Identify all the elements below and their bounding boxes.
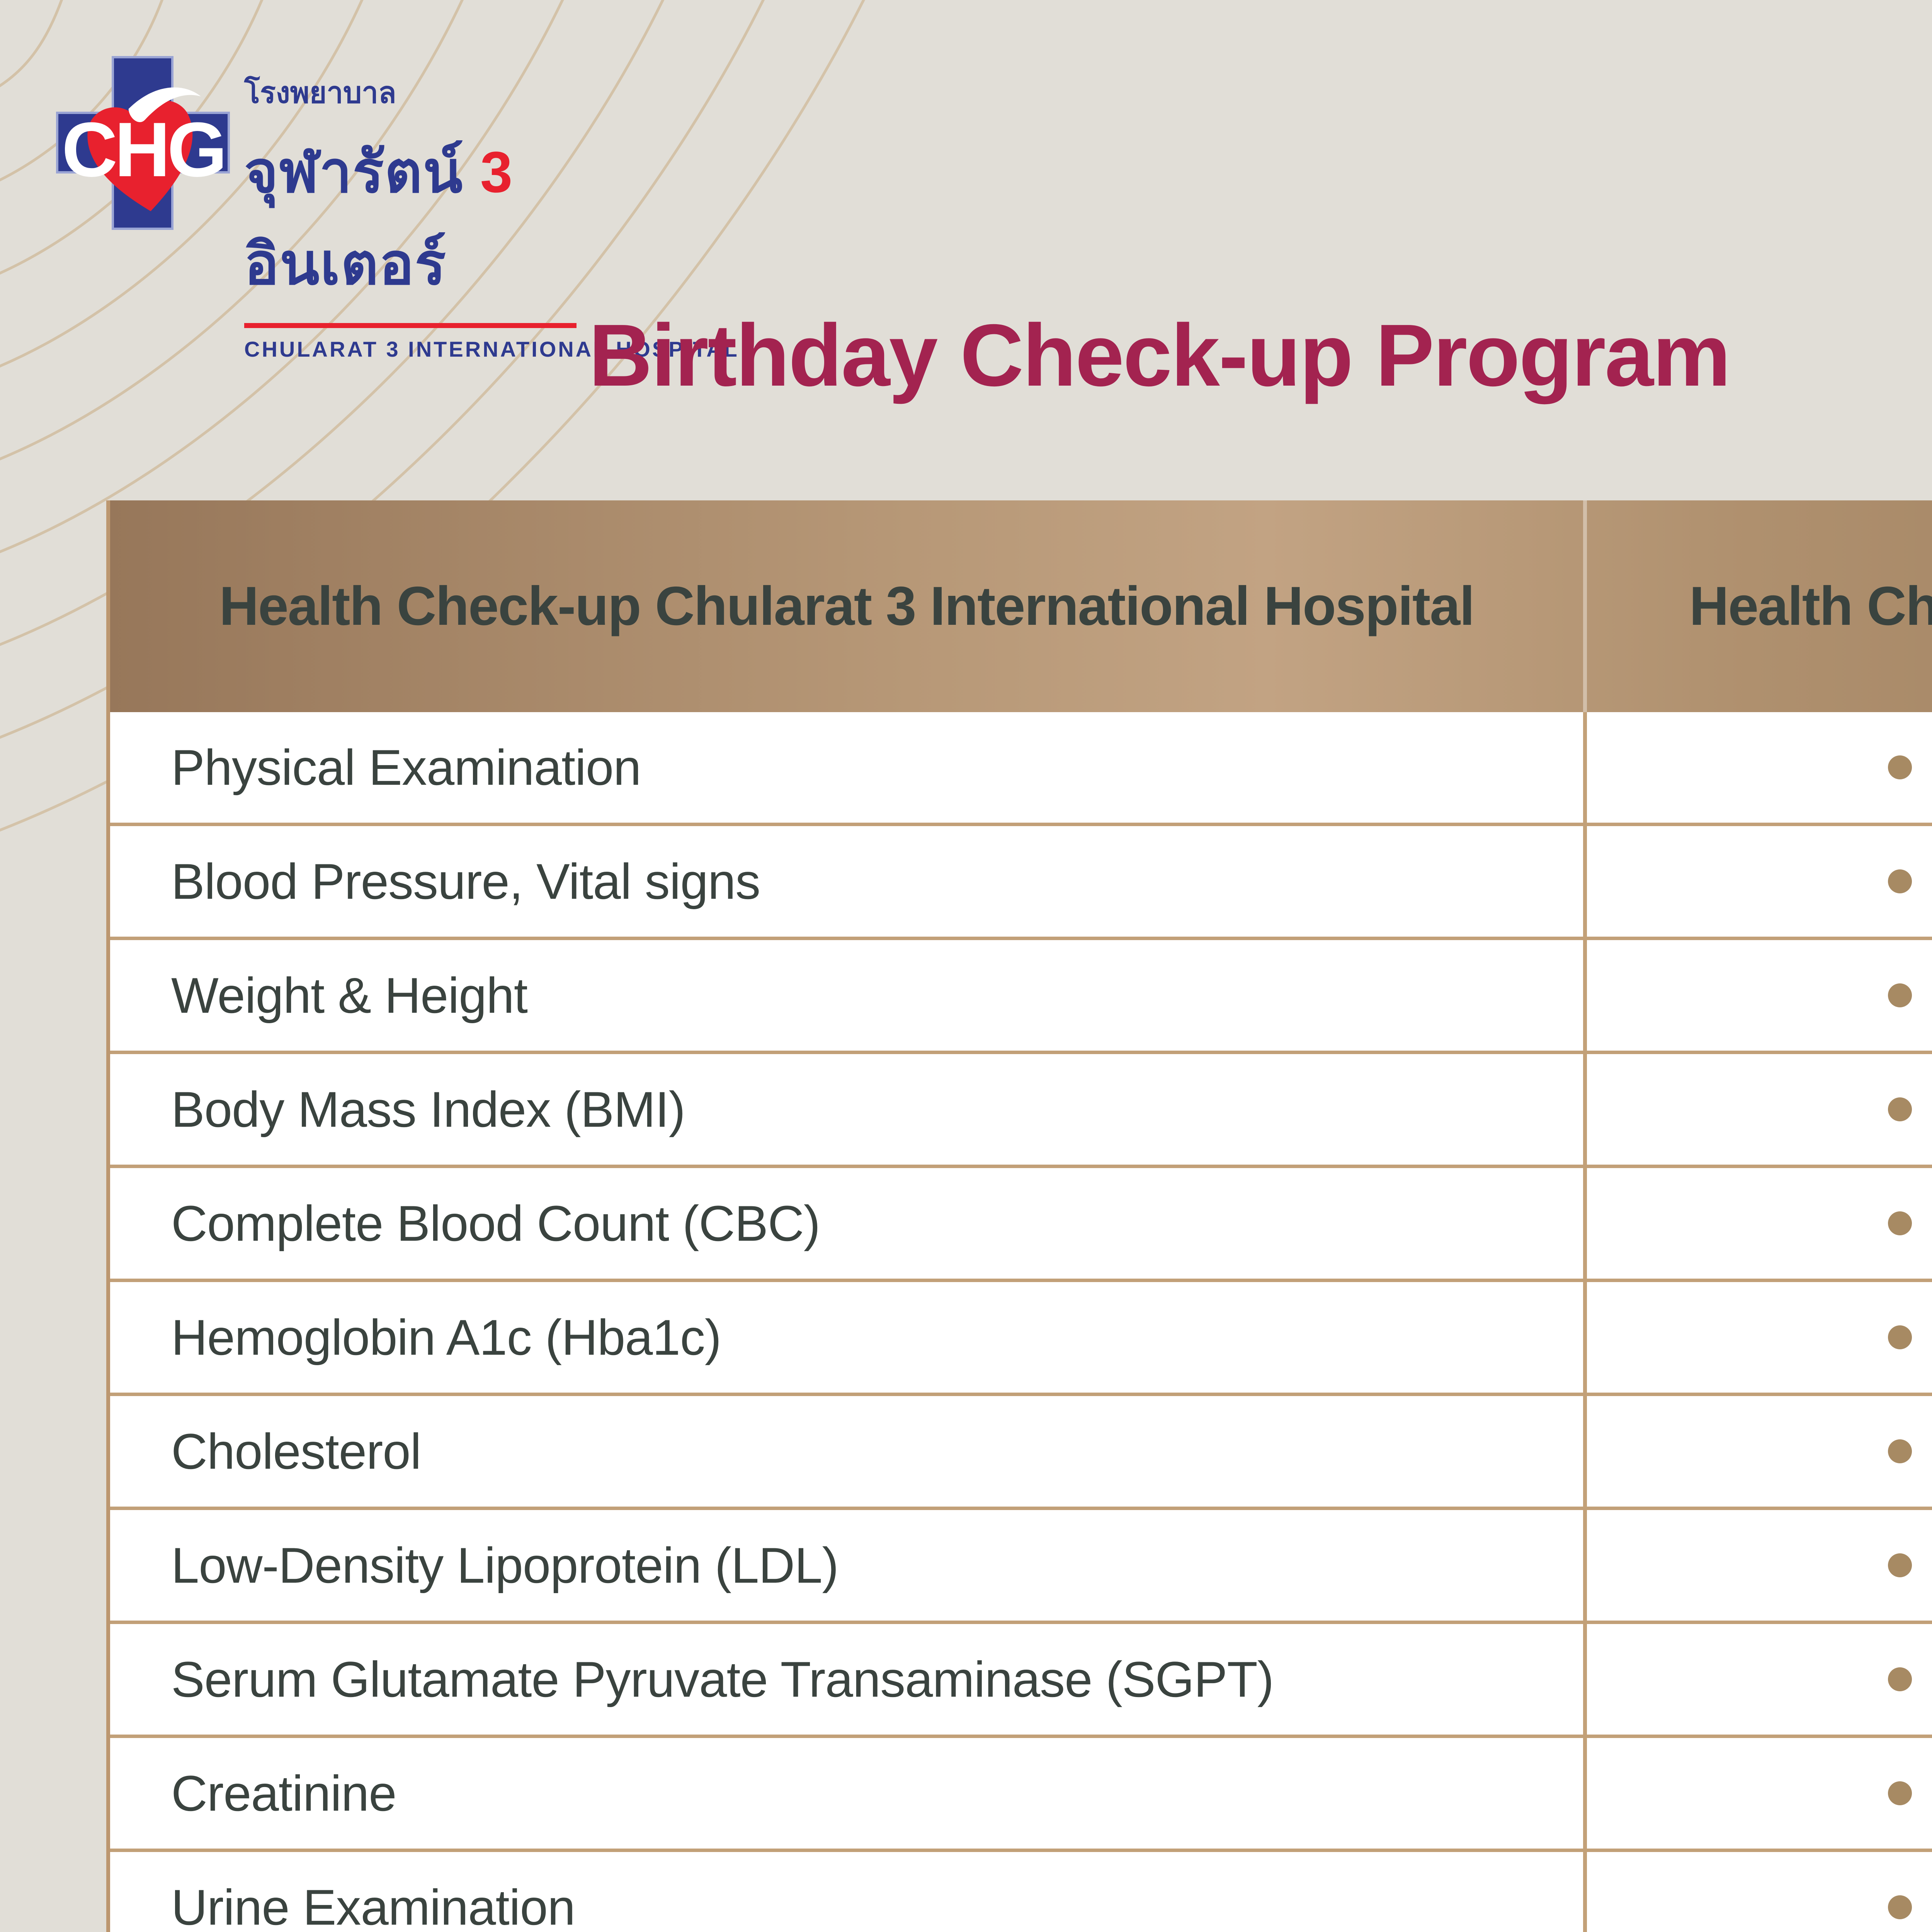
table-row: Physical Examination <box>110 712 1932 826</box>
checkup-item-label: Hemoglobin A1c (Hba1c) <box>171 1309 721 1366</box>
column-header-items: Health Check-up Chularat 3 International… <box>219 575 1475 637</box>
table-row: Low-Density Lipoprotein (LDL) <box>110 1510 1932 1624</box>
page-title: Birthday Check-up Program <box>588 306 1731 405</box>
checkup-item-value <box>1583 1396 1932 1507</box>
table-row: Creatinine <box>110 1738 1932 1852</box>
checkup-item-value <box>1583 1510 1932 1621</box>
checkup-item-label: Physical Examination <box>171 739 641 796</box>
table-row: Body Mass Index (BMI) <box>110 1054 1932 1168</box>
table-row: Blood Pressure, Vital signs <box>110 826 1932 940</box>
included-dot-icon <box>1888 755 1912 779</box>
checkup-item-label: Urine Examination <box>171 1879 575 1932</box>
included-dot-icon <box>1888 1667 1912 1691</box>
checkup-item-value <box>1583 940 1932 1051</box>
chg-thai-name-number: 3 <box>480 139 514 204</box>
checkup-item-value <box>1583 1168 1932 1279</box>
included-dot-icon <box>1888 1895 1912 1919</box>
checkup-item-value <box>1583 712 1932 823</box>
table-row: Serum Glutamate Pyruvate Transaminase (S… <box>110 1624 1932 1738</box>
chg-thai-hospital-word: โรงพยาบาล <box>244 77 396 109</box>
checkup-item-label: Cholesterol <box>171 1423 422 1480</box>
checkup-item-value <box>1583 1054 1932 1165</box>
chg-thai-name-post: อินเตอร์ <box>244 231 447 296</box>
checkup-item-label: Blood Pressure, Vital signs <box>171 853 760 910</box>
checkup-item-value <box>1583 1852 1932 1932</box>
chg-thai-name-pre: จุฬารัตน์ <box>244 139 480 204</box>
included-dot-icon <box>1888 869 1912 893</box>
included-dot-icon <box>1888 983 1912 1007</box>
table-header-row: Health Check-up Chularat 3 International… <box>110 500 1932 712</box>
table-row: Cholesterol <box>110 1396 1932 1510</box>
included-dot-icon <box>1888 1439 1912 1463</box>
checkup-item-label: Weight & Height <box>171 967 528 1024</box>
included-dot-icon <box>1888 1325 1912 1349</box>
chg-cross-heart-icon: CHG <box>56 56 230 230</box>
chg-hospital-logo: CHG โรงพยาบาล จุฬารัตน์ 3 อินเตอร์ CHULA… <box>54 54 737 361</box>
table-row: Complete Blood Count (CBC) <box>110 1168 1932 1282</box>
table-row: Urine Examination <box>110 1852 1932 1932</box>
included-dot-icon <box>1888 1211 1912 1235</box>
checkup-item-value <box>1583 826 1932 937</box>
checkup-item-label: Creatinine <box>171 1765 397 1821</box>
included-dot-icon <box>1888 1097 1912 1121</box>
checkup-item-value <box>1583 1282 1932 1393</box>
checkup-item-label: Low-Density Lipoprotein (LDL) <box>171 1537 839 1594</box>
included-dot-icon <box>1888 1553 1912 1577</box>
table-row: Hemoglobin A1c (Hba1c) <box>110 1282 1932 1396</box>
checkup-item-value <box>1583 1738 1932 1849</box>
checkup-item-label: Body Mass Index (BMI) <box>171 1081 685 1138</box>
checkup-program-table: Health Check-up Chularat 3 International… <box>106 500 1932 1932</box>
chg-thai-name: จุฬารัตน์ 3 อินเตอร์ <box>244 126 634 310</box>
checkup-item-label: Serum Glutamate Pyruvate Transaminase (S… <box>171 1651 1274 1708</box>
column-header-package: Health Check-up <box>1583 500 1932 712</box>
checkup-item-label: Complete Blood Count (CBC) <box>171 1195 820 1252</box>
checkup-item-value <box>1583 1624 1932 1735</box>
table-row: Weight & Height <box>110 940 1932 1054</box>
svg-text:CHG: CHG <box>62 107 224 193</box>
included-dot-icon <box>1888 1781 1912 1805</box>
chg-red-underline <box>244 323 577 328</box>
